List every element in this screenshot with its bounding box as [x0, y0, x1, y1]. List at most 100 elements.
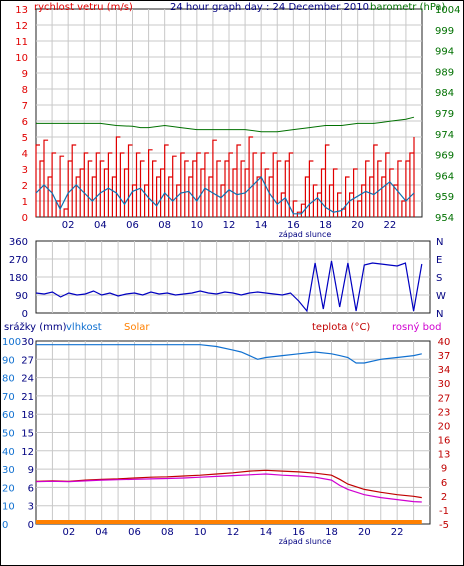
climate-legend-label: vlhkost: [66, 322, 102, 333]
direction-y-tick-label: 270: [9, 255, 28, 266]
direction-y-tick-label: 180: [9, 273, 28, 284]
rain-y-tick-label: 0: [28, 520, 34, 531]
wind-direction-series-line: [35, 260, 423, 313]
direction-compass-label: E: [436, 255, 442, 266]
humidity-y-tick-label: 80: [2, 374, 15, 385]
humidity-y-tick-label: 60: [2, 410, 15, 421]
solar-series-bar: [36, 520, 422, 524]
temperature-y-tick-label: -5: [439, 520, 449, 531]
wind-panel-x-tick-label: 02: [62, 220, 75, 231]
wind-panel-x-tick-label: 14: [255, 220, 268, 231]
temperature-y-tick-label: 13: [438, 450, 451, 461]
wind-sunset-note: západ slunce: [279, 230, 332, 239]
climate-panel-x-tick-label: 12: [227, 527, 240, 538]
climate-panel-x-tick-label: 18: [325, 527, 338, 538]
wind-panel-x-tick-label: 06: [126, 220, 139, 231]
humidity-y-tick-label: 40: [2, 447, 15, 458]
wind-panel-x-tick-label: 20: [351, 220, 364, 231]
pressure-y-tick-label: 964: [435, 171, 454, 182]
temperature-y-tick-label: 37: [438, 351, 451, 362]
wind-gust-series-line: [35, 136, 415, 217]
humidity-y-tick-label: 30: [2, 465, 15, 476]
humidity-y-tick-label: 20: [2, 483, 15, 494]
direction-y-tick-label: 90: [15, 291, 28, 302]
rain-y-tick-label: 12: [21, 447, 34, 458]
direction-compass-label: W: [436, 291, 446, 302]
direction-y-tick-label: 360: [9, 237, 28, 248]
direction-compass-label: N: [436, 309, 443, 320]
pressure-y-tick-label: 974: [435, 130, 454, 141]
rain-y-tick-label: 30: [21, 337, 34, 348]
wind-panel-x-tick-label: 22: [383, 220, 396, 231]
climate-panel-x-tick-label: 14: [259, 527, 272, 538]
humidity-series-line: [36, 344, 422, 364]
climate-panel-x-tick-label: 10: [194, 527, 207, 538]
rain-y-tick-label: 24: [21, 374, 34, 385]
rain-y-tick-label: 6: [28, 483, 34, 494]
pressure-y-tick-label: 969: [435, 151, 454, 162]
pressure-y-tick-label: 994: [435, 47, 454, 58]
rain-y-tick-label: 3: [28, 502, 34, 513]
rain-y-tick-label: 18: [21, 410, 34, 421]
climate-legend-label: teplota (°C): [312, 322, 370, 333]
dewpoint-series-line: [35, 473, 422, 503]
rain-y-tick-label: 21: [21, 392, 34, 403]
humidity-y-tick-label: 100: [2, 337, 21, 348]
wind-y-tick-label: 5: [22, 133, 28, 144]
wind-y-tick-label: 9: [22, 69, 28, 80]
pressure-y-tick-label: 989: [435, 67, 454, 78]
chart-title: 24 hour graph day : 24 December 2010: [170, 2, 369, 13]
climate-legend-label: Solar: [124, 322, 150, 333]
climate-legend-label: rosný bod: [392, 321, 441, 333]
temperature-y-tick-label: -1: [439, 506, 449, 517]
temperature-y-tick-label: 23: [438, 407, 451, 418]
wind-average-series-line: [35, 175, 415, 215]
climate-panel-x-tick-label: 22: [391, 527, 404, 538]
temperature-y-tick-label: 40: [438, 337, 451, 348]
wind-y-tick-label: 13: [15, 5, 28, 16]
wind-y-tick-label: 11: [15, 37, 28, 48]
wind-axis-label: rychlost vetru (m/s): [34, 2, 133, 13]
climate-panel-x-tick-label: 16: [292, 527, 305, 538]
wind-y-tick-label: 8: [22, 85, 28, 96]
wind-y-tick-label: 1: [22, 197, 28, 208]
climate-panel-x-tick-label: 06: [128, 527, 141, 538]
humidity-y-tick-label: 90: [2, 355, 15, 366]
pressure-y-tick-label: 959: [435, 192, 454, 203]
pressure-y-tick-label: 954: [435, 213, 454, 224]
rain-y-tick-label: 15: [21, 429, 34, 440]
wind-panel-x-tick-label: 16: [287, 220, 300, 231]
temperature-series-line: [35, 469, 422, 499]
climate-panel-x-tick-label: 04: [95, 527, 108, 538]
humidity-y-tick-label: 10: [2, 502, 15, 513]
wind-panel-x-tick-label: 18: [319, 220, 332, 231]
rain-y-tick-label: 27: [21, 355, 34, 366]
temperature-y-tick-label: 30: [438, 379, 451, 390]
wind-y-tick-label: 4: [22, 149, 28, 160]
humidity-y-tick-label: 0: [2, 520, 8, 531]
wind-panel-x-tick-label: 10: [190, 220, 203, 231]
temperature-y-tick-label: 27: [438, 393, 451, 404]
pressure-y-tick-label: 999: [435, 26, 454, 37]
climate-panel-x-tick-label: 20: [358, 527, 371, 538]
rain-y-tick-label: 9: [28, 465, 34, 476]
wind-y-tick-label: 2: [22, 181, 28, 192]
temperature-y-tick-label: 20: [438, 421, 451, 432]
direction-compass-label: S: [436, 273, 442, 284]
wind-panel-x-tick-label: 04: [94, 220, 107, 231]
direction-y-tick-label: 0: [22, 309, 28, 320]
wind-y-tick-label: 0: [22, 213, 28, 224]
temperature-y-tick-label: 34: [438, 365, 451, 376]
wind-y-tick-label: 7: [22, 101, 28, 112]
climate-sunset-note: západ slunce: [279, 537, 332, 546]
pressure-y-tick-label: 984: [435, 88, 454, 99]
wind-y-tick-label: 3: [22, 165, 28, 176]
climate-panel-x-tick-label: 02: [62, 527, 75, 538]
wind-panel-x-tick-label: 08: [158, 220, 171, 231]
climate-panel-x-tick-label: 08: [161, 527, 174, 538]
temperature-y-tick-label: 9: [441, 464, 447, 475]
pressure-axis-label: barometr (hPa): [370, 2, 446, 13]
wind-panel-x-tick-label: 12: [223, 220, 236, 231]
